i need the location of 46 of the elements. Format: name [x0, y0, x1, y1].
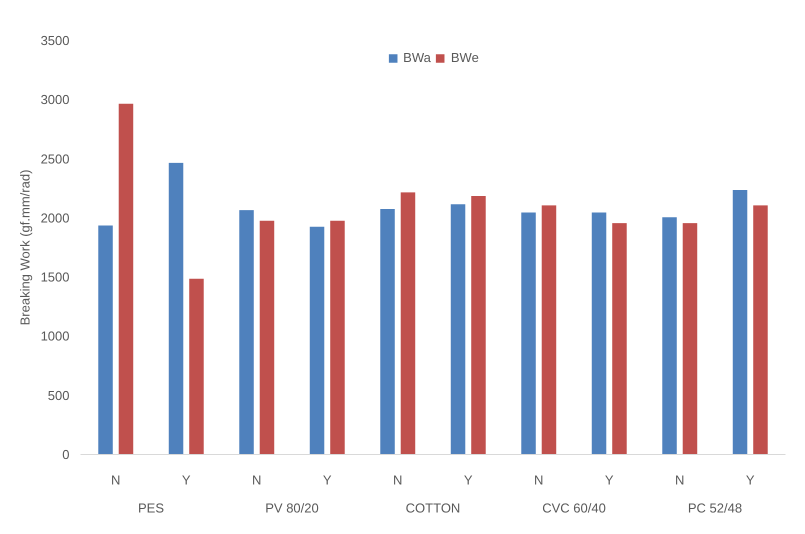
x-tick-label: Y: [182, 472, 191, 488]
bar: [590, 212, 608, 454]
bar: [661, 216, 678, 454]
text: PC 52/48: [688, 500, 742, 516]
text: COTTON: [406, 500, 460, 516]
x-tick-label: Y: [322, 472, 332, 488]
x-tick-label: N: [252, 472, 262, 488]
bar: [238, 209, 255, 454]
y-axis-title: Breaking Work (gf.mm/rad): [18, 170, 33, 326]
y-tick-label: 2500: [40, 151, 70, 166]
y-tick-label: 500: [48, 388, 70, 403]
bar: [732, 189, 748, 454]
x-tick-label: N: [393, 472, 402, 488]
x-tick-label: Y: [604, 472, 614, 488]
text: CVC 60/40: [542, 500, 606, 516]
bar: [97, 224, 114, 454]
text: PES: [138, 500, 164, 516]
x-tick-label: N: [675, 472, 684, 488]
bar: [168, 162, 184, 454]
bar: [752, 204, 769, 454]
bar: [400, 191, 416, 454]
bar: [450, 203, 466, 454]
bar: [329, 220, 346, 454]
y-tick-label: 0: [62, 447, 70, 462]
bar: [611, 222, 628, 454]
y-tick-label: 3000: [40, 92, 70, 108]
x-tick-label: N: [111, 472, 120, 488]
bar: [258, 220, 276, 454]
bar: [118, 102, 134, 454]
bar: [470, 194, 487, 454]
legend-label: BWe: [450, 50, 479, 65]
bar: [308, 226, 326, 454]
x-tick-label: Y: [746, 472, 755, 488]
legend-label: BWa: [403, 50, 431, 65]
text: PV 80/20: [265, 500, 319, 516]
y-tick-label: 2000: [40, 210, 70, 226]
bar: [520, 212, 537, 454]
bar: [682, 222, 698, 454]
x-tick-label: N: [534, 472, 544, 488]
bar: [540, 204, 558, 454]
bar: [188, 278, 205, 454]
x-tick-label: Y: [464, 472, 473, 488]
y-tick-label: 1000: [40, 328, 70, 344]
y-tick-label: 1500: [40, 270, 70, 285]
bar: [379, 208, 396, 454]
y-tick-label: 3500: [40, 33, 70, 48]
